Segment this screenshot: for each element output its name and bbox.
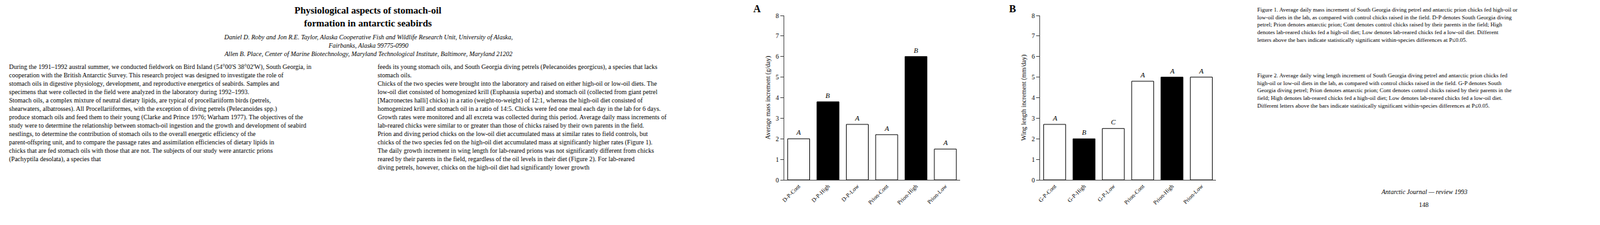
svg-text:4: 4 [775,94,780,102]
svg-text:5: 5 [1031,73,1035,81]
svg-text:A: A [1139,70,1146,79]
svg-text:B: B [1081,128,1087,136]
svg-text:3: 3 [775,114,780,122]
svg-text:A: A [1052,114,1058,122]
svg-text:0: 0 [775,176,780,184]
svg-text:5: 5 [775,73,780,81]
svg-text:4: 4 [1031,94,1035,102]
svg-text:6: 6 [775,52,780,60]
svg-text:7: 7 [775,32,780,40]
svg-text:Prion-Cont: Prion-Cont [1123,182,1147,206]
svg-text:Prion-High: Prion-High [895,182,919,206]
svg-text:D-P-Low: D-P-Low [840,182,861,203]
svg-text:1: 1 [775,155,780,164]
svg-text:0: 0 [1031,176,1035,184]
svg-text:A: A [942,138,948,147]
svg-text:Physiological aspects of stoma: Physiological aspects of stomach-oilform… [294,5,442,29]
svg-text:G-P-Cont: G-P-Cont [1036,182,1058,203]
svg-text:A: A [1169,67,1175,75]
svg-text:A: A [884,124,890,133]
svg-text:B: B [1009,3,1017,15]
svg-text:2: 2 [775,135,780,143]
svg-text:2: 2 [1031,135,1035,143]
svg-text:Figure 2. Average daily wing l: Figure 2. Average daily wing length incr… [1257,72,1512,109]
svg-text:Figure 1. Average daily mass i: Figure 1. Average daily mass increment o… [1257,6,1518,44]
svg-text:Prion-Cont: Prion-Cont [866,182,890,206]
svg-text:Prion-Low: Prion-Low [925,182,949,205]
svg-text:D-P-High: D-P-High [809,182,832,204]
svg-text:B: B [913,46,919,55]
svg-text:G-P-High: G-P-High [1066,182,1088,204]
svg-text:D-P-Cont: D-P-Cont [780,182,802,203]
svg-text:Daniel D. Roby and Jon R.E. Ta: Daniel D. Roby and Jon R.E. Taylor, Alas… [223,33,513,58]
svg-text:Wing length increment (mm/day): Wing length increment (mm/day) [1020,54,1028,142]
svg-text:During the 1991–1992 austral s: During the 1991–1992 austral summer, we … [9,63,312,164]
svg-text:3: 3 [1031,114,1035,122]
svg-text:Average mass increment (g/day): Average mass increment (g/day) [764,56,772,140]
svg-text:Prion-Low: Prion-Low [1181,182,1205,205]
svg-text:Antarctic Journal — review 199: Antarctic Journal — review 1993 [1380,188,1468,196]
svg-text:6: 6 [1031,52,1035,60]
svg-text:B: B [825,91,830,100]
svg-text:A: A [795,128,801,136]
svg-text:7: 7 [1031,32,1035,40]
svg-text:A: A [753,3,762,15]
svg-text:8: 8 [775,12,780,20]
svg-text:C: C [1110,117,1117,126]
svg-text:148: 148 [1418,201,1429,209]
svg-text:feeds its young stomach oils,: feeds its young stomach oils, and South … [377,63,667,171]
svg-text:A: A [1198,67,1204,75]
svg-text:Prion-High: Prion-High [1152,182,1176,206]
svg-text:1: 1 [1031,155,1035,164]
svg-text:G-P-Low: G-P-Low [1096,182,1117,203]
svg-text:A: A [854,114,860,122]
svg-text:8: 8 [1031,12,1035,20]
